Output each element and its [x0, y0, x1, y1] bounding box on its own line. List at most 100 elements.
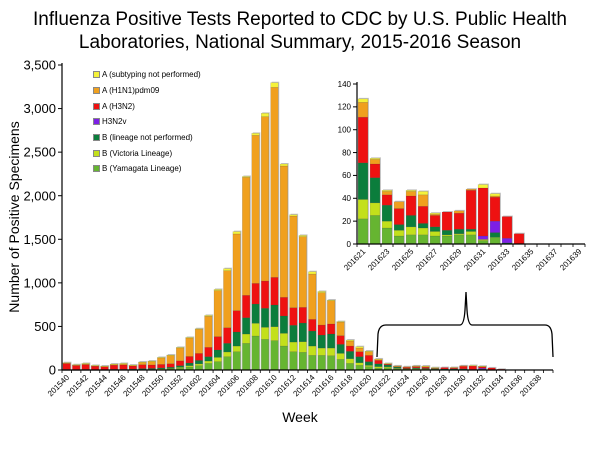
- bar-segment-201627-s5: [429, 214, 441, 216]
- bar-segment-201548-s6: [138, 361, 147, 363]
- bar-segment-201627-s2: [429, 226, 441, 232]
- bar-segment-201603-s2: [204, 356, 213, 362]
- bar-segment-201551-s1: [166, 368, 175, 370]
- legend-swatch: [93, 134, 100, 142]
- bar-segment-201609-s1: [261, 327, 269, 340]
- bar-segment-201546-s6: [119, 363, 128, 365]
- bar-segment-201631-s6: [468, 365, 477, 367]
- bar-segment-201631-s4: [477, 187, 489, 237]
- bar-segment-201624-s5: [402, 366, 411, 368]
- bar-segment-201601-s4: [185, 356, 194, 364]
- bar-segment-201628-s4: [440, 367, 449, 370]
- bar-segment-201625-s6: [405, 190, 417, 192]
- bar-segment-201614-s0: [308, 355, 317, 371]
- bar-segment-201629-s2: [453, 228, 465, 234]
- bar-segment-201614-s1: [308, 345, 317, 356]
- title-line-1: Influenza Positive Tests Reported to CDC…: [32, 9, 567, 30]
- bar-segment-201623-s1: [381, 220, 393, 229]
- x-tick-label: 201627: [414, 247, 440, 273]
- bar-segment-201630-s5: [459, 365, 468, 367]
- legend-item-h3n2v: H3N2v: [93, 114, 201, 130]
- bar-segment-201621-s6: [357, 98, 369, 103]
- bar-segment-201615-s6: [317, 291, 326, 293]
- y-tick-label: 3,500: [23, 58, 56, 73]
- bar-segment-201630-s5: [465, 188, 477, 191]
- bar-segment-201626-s2: [417, 223, 429, 229]
- bar-segment-201621-s6: [374, 358, 383, 360]
- bar-segment-201543-s6: [91, 365, 100, 367]
- bar-segment-201611-s1: [279, 333, 288, 347]
- y-tick-label: 140: [338, 80, 352, 89]
- bar-segment-201608-s6: [251, 133, 260, 136]
- bar-segment-201540-s4: [62, 362, 71, 370]
- bar-segment-201625-s1: [405, 226, 417, 236]
- brace-connector: [376, 291, 554, 358]
- bar-segment-201612-s2: [289, 325, 298, 343]
- bar-segment-201609-s6: [261, 113, 269, 117]
- y-tick-label: 2,000: [23, 188, 56, 203]
- bar-segment-201603-s6: [204, 315, 213, 317]
- bar-segment-201607-s4: [242, 295, 251, 318]
- bar-segment-201626-s0: [417, 234, 429, 245]
- bar-segment-201540-s6: [62, 362, 71, 364]
- bar-segment-201611-s5: [279, 165, 288, 298]
- bar-segment-201623-s0: [381, 227, 393, 245]
- bar-segment-201548-s4: [138, 364, 147, 369]
- legend-item-h1n1: A (H1N1)pdm09: [93, 83, 201, 99]
- bar-segment-201608-s0: [251, 335, 260, 371]
- bar-segment-201551-s6: [166, 354, 175, 356]
- bar-segment-201623-s4: [381, 194, 393, 206]
- bar-segment-201621-s4: [357, 116, 369, 164]
- bar-segment-201632-s2: [489, 232, 501, 238]
- bar-segment-201550-s4: [157, 364, 166, 369]
- bar-segment-201611-s4: [279, 297, 288, 317]
- bar-segment-201610-s5: [270, 87, 279, 278]
- legend-label: B (Yamagata Lineage): [102, 164, 182, 174]
- bar-segment-201544-s6: [100, 365, 109, 367]
- bar-segment-201616-s6: [327, 299, 336, 301]
- bar-segment-201618-s2: [346, 351, 354, 359]
- bar-segment-201603-s5: [204, 316, 213, 348]
- bar-segment-201608-s5: [251, 135, 260, 284]
- legend-swatch: [93, 102, 100, 110]
- x-tick-label: 201621: [342, 247, 368, 273]
- bar-segment-201617-s0: [336, 359, 345, 371]
- bar-segment-201605-s5: [223, 270, 232, 328]
- bar-segment-201627-s6: [430, 367, 439, 369]
- bar-segment-201629-s4: [453, 212, 465, 230]
- bar-segment-201622-s4: [369, 163, 381, 178]
- bar-segment-201615-s1: [317, 347, 326, 356]
- bar-segment-201617-s2: [336, 344, 345, 354]
- bar-segment-201610-s4: [270, 277, 279, 306]
- legend-label: A (H1N1)pdm09: [102, 86, 160, 96]
- bar-segment-201615-s5: [317, 292, 326, 326]
- bar-segment-201613-s2: [298, 322, 307, 342]
- bar-segment-201549-s5: [147, 361, 156, 366]
- bar-segment-201634-s4: [513, 233, 525, 245]
- bar-segment-201633-s4: [487, 367, 496, 370]
- bar-segment-201616-s1: [327, 347, 336, 356]
- bar-segment-201632-s3: [489, 220, 501, 233]
- bar-segment-201613-s0: [298, 352, 307, 371]
- bar-segment-201606-s2: [232, 331, 241, 347]
- bar-segment-201630-s0: [465, 234, 477, 245]
- bar-segment-201603-s4: [204, 347, 213, 357]
- bar-segment-201552-s4: [176, 360, 185, 366]
- bar-segment-201614-s5: [308, 273, 317, 320]
- y-tick-label: 500: [34, 319, 56, 334]
- bar-segment-201611-s0: [279, 345, 288, 371]
- bar-segment-201624-s2: [393, 224, 405, 231]
- bar-segment-201631-s4: [468, 365, 477, 370]
- bar-segment-201605-s4: [223, 327, 232, 344]
- legend-swatch: [93, 149, 100, 157]
- bar-segment-201628-s4: [441, 211, 453, 231]
- bar-segment-201623-s6: [381, 190, 393, 192]
- bar-segment-201631-s3: [477, 235, 489, 240]
- bar-segment-201618-s0: [346, 363, 354, 371]
- bar-segment-201626-s4: [417, 206, 429, 224]
- y-axis-title: Number of Positive Specimens: [6, 121, 22, 312]
- bar-segment-201613-s1: [298, 341, 307, 353]
- bar-segment-201611-s2: [279, 315, 288, 334]
- bar-segment-201609-s2: [261, 308, 269, 328]
- bar-segment-201620-s2: [364, 361, 373, 366]
